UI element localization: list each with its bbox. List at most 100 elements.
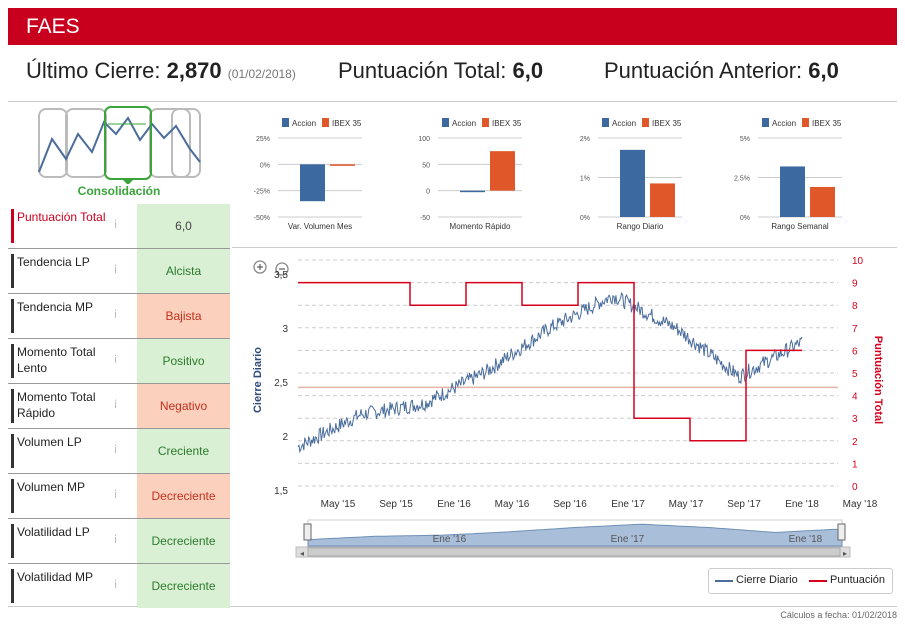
indicator-row-momentum-fast: Momento Total Rápido ⅰ Negativo [8,384,230,429]
indicator-value: Creciente [137,429,230,473]
scrollbar-thumb[interactable] [307,547,841,557]
x-tick-label: Ene '17 [611,499,645,510]
left-tick-label: 3 [282,324,288,335]
x-tick-label: Ene '18 [785,499,819,510]
total-score-label: Puntuación Total: [338,58,507,83]
legend-ibex-swatch [642,118,649,127]
bar-accion[interactable] [780,166,805,217]
legend-ibex-label: IBEX 35 [332,119,362,128]
last-close-value: 2,870 [166,58,222,83]
navigator[interactable]: Ene '16 Ene '17 Ene '18 [303,519,846,547]
bar-accion[interactable] [620,149,645,217]
y-tick-label: 2% [580,136,590,143]
left-axis-title: Cierre Diario [252,347,264,413]
app-header: FAES [8,8,897,45]
x-tick-label: May '17 [669,499,704,510]
info-icon[interactable]: ⅰ [114,399,118,411]
legend-ibex-swatch [482,118,489,127]
x-tick-label: May '15 [321,499,356,510]
indicator-value: Bajista [137,294,230,338]
indicator-name: Volumen LP [11,434,117,468]
info-icon[interactable]: ⅰ [114,579,118,591]
right-tick-label: 0 [852,482,858,493]
pattern-pointer [122,179,134,185]
bar-accion[interactable] [300,164,325,202]
indicator-value: Positivo [137,339,230,383]
indicator-value: Decreciente [137,519,230,563]
y-tick-label: 0% [580,215,590,222]
legend-score-label[interactable]: Puntuación [830,574,886,586]
bar-ibex[interactable] [330,164,355,166]
pattern-frame [149,108,191,178]
navigator-tick-label: Ene '18 [789,534,823,545]
x-tick-label: May '16 [495,499,530,510]
indicator-row-momentum-slow: Momento Total Lento ⅰ Positivo [8,339,230,384]
info-icon[interactable]: ⅰ [114,444,118,456]
legend-accion-swatch [762,118,769,127]
navigator-handle-left[interactable] [303,523,312,541]
indicator-name: Volumen MP [11,479,117,513]
info-icon[interactable]: ⅰ [114,219,118,231]
indicator-name: Momento Total Rápido [11,389,117,423]
bar-ibex[interactable] [650,183,675,217]
bar-ibex[interactable] [810,186,835,217]
legend-accion-label: Accion [612,119,636,128]
indicator-row-volatility-mp: Volatilidad MP ⅰ Decreciente [8,564,230,608]
scroll-left-icon[interactable]: ◂ [300,549,304,558]
indicator-row-volatility-lp: Volatilidad LP ⅰ Decreciente [8,519,230,564]
score-line[interactable] [298,281,802,442]
y-tick-label: 100 [418,136,430,143]
divider [8,606,897,607]
legend-ibex-label: IBEX 35 [652,119,682,128]
legend-ibex-label: IBEX 35 [492,119,522,128]
y-tick-label: -25% [254,189,270,196]
right-tick-label: 5 [852,369,858,380]
summary-bar: Último Cierre: 2,870 (01/02/2018) Puntua… [0,58,905,94]
right-tick-label: 2 [852,437,858,448]
previous-score-value: 6,0 [808,58,839,83]
indicator-name: Momento Total Lento [11,344,117,378]
right-tick-label: 7 [852,324,858,335]
x-tick-label: May '18 [843,499,878,510]
last-close: Último Cierre: 2,870 (01/02/2018) [26,58,296,84]
bar-accion[interactable] [460,190,485,193]
navigator-handle-right[interactable] [837,523,846,541]
indicator-name: Tendencia LP [11,254,117,288]
calc-date: Cálculos a fecha: 01/02/2018 [780,610,897,620]
scroll-right-icon[interactable]: ▸ [843,549,847,558]
indicator-name: Volatilidad MP [11,569,117,603]
indicator-value: Decreciente [137,474,230,518]
y-tick-label: 2.5% [734,176,750,183]
divider [8,101,897,102]
legend-accion-label: Accion [772,119,796,128]
y-tick-label: -50% [254,215,270,222]
navigator-tick-label: Ene '16 [433,534,467,545]
zoom-in-icon[interactable] [253,260,267,274]
right-axis-title: Puntuación Total [872,336,884,424]
legend-ibex-swatch [322,118,329,127]
last-close-label: Último Cierre: [26,58,161,83]
indicator-value: Negativo [137,384,230,428]
legend-ibex-label: IBEX 35 [812,119,842,128]
mini-chart-weekly-range: Accion IBEX 35 5% 2.5% 0% Rango Semanal [734,118,842,231]
info-icon[interactable]: ⅰ [114,534,118,546]
y-tick-label: 0% [740,215,750,222]
left-tick-label: 2 [282,432,288,443]
left-tick-label: 1,5 [274,486,288,497]
bar-ibex[interactable] [490,151,515,191]
info-icon[interactable]: ⅰ [114,354,118,366]
info-icon[interactable]: ⅰ [114,489,118,501]
right-tick-label: 1 [852,459,858,470]
info-icon[interactable]: ⅰ [114,264,118,276]
legend-accion-label: Accion [292,119,316,128]
left-tick-label: 2,5 [274,378,288,389]
pattern-thumbnail [38,106,201,185]
info-icon[interactable]: ⅰ [114,309,118,321]
previous-score-label: Puntuación Anterior: [604,58,803,83]
zoom-out-icon[interactable] [275,262,289,276]
legend-close-label[interactable]: Cierre Diario [736,574,798,586]
legend-accion-swatch [442,118,449,127]
close-price-line[interactable] [297,291,803,454]
indicator-value: Decreciente [137,564,230,608]
